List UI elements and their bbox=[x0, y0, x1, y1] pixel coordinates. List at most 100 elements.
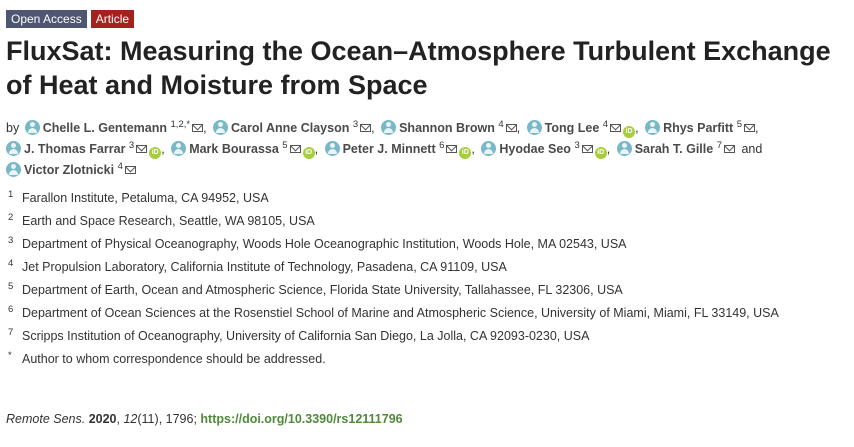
author-name-link[interactable]: Chelle L. Gentemann bbox=[42, 121, 168, 135]
author-affiliation-sup: 3 bbox=[574, 139, 580, 151]
author-affiliation-sup: 5 bbox=[282, 139, 288, 151]
author-separator: , bbox=[161, 142, 165, 156]
author-affiliation-sup: 1,2,* bbox=[170, 118, 191, 130]
author-name-link[interactable]: Peter J. Minnett bbox=[342, 142, 436, 156]
author-entry: Victor Zlotnicki 4 bbox=[6, 160, 136, 177]
mail-icon[interactable] bbox=[360, 124, 372, 132]
person-icon[interactable] bbox=[6, 141, 21, 156]
article-title: FluxSat: Measuring the Ocean–Atmosphere … bbox=[6, 36, 831, 100]
person-icon[interactable] bbox=[481, 141, 497, 156]
author-name-link[interactable]: Victor Zlotnicki bbox=[24, 163, 115, 177]
citation-year: 2020 bbox=[88, 412, 117, 426]
affiliation-text: Scripps Institution of Oceanography, Uni… bbox=[22, 329, 590, 343]
person-icon[interactable] bbox=[24, 120, 40, 135]
affiliation-number: 2 bbox=[8, 212, 14, 223]
affiliation-item: 7 Scripps Institution of Oceanography, Un… bbox=[6, 327, 846, 344]
author-separator: , bbox=[471, 142, 475, 156]
affiliation-item: 1 Farallon Institute, Petaluma, CA 94952,… bbox=[6, 189, 846, 206]
open-access-badge[interactable]: Open Access bbox=[6, 10, 87, 28]
mail-icon[interactable] bbox=[581, 145, 593, 153]
mail-icon[interactable] bbox=[124, 166, 136, 174]
author-affiliation-sup: 4 bbox=[602, 118, 609, 130]
author-name-link[interactable]: Hyodae Seo bbox=[499, 142, 571, 156]
affiliation-item: 3 Department of Physical Oceanography, Wo… bbox=[6, 235, 846, 252]
affiliation-number: 5 bbox=[8, 281, 14, 292]
person-icon[interactable] bbox=[381, 120, 397, 135]
author-name-link[interactable]: Carol Anne Clayson bbox=[231, 121, 350, 135]
orcid-icon[interactable]: iD bbox=[594, 147, 607, 159]
mail-icon[interactable] bbox=[446, 145, 458, 153]
affiliation-number: * bbox=[8, 350, 12, 361]
author-affiliation-sup: 3 bbox=[128, 139, 135, 151]
affiliation-text: Earth and Space Research, Seattle, WA 98… bbox=[22, 214, 315, 228]
affiliation-number: 1 bbox=[8, 189, 14, 200]
affiliation-item: 2 Earth and Space Research, Seattle, WA 9… bbox=[6, 212, 846, 229]
affiliation-item: 4 Jet Propulsion Laboratory, California I… bbox=[6, 258, 846, 275]
citation-pages: , 1796; bbox=[158, 412, 197, 426]
person-icon[interactable] bbox=[171, 141, 187, 156]
author-name-link[interactable]: J. Thomas Farrar bbox=[24, 142, 126, 156]
author-affiliation-sup: 7 bbox=[716, 139, 722, 151]
author-entry: Hyodae Seo 3 iD bbox=[481, 139, 607, 159]
author-affiliation-sup: 4 bbox=[498, 118, 504, 130]
affiliation-number: 4 bbox=[8, 258, 14, 269]
affiliation-list: 1 Farallon Institute, Petaluma, CA 94952,… bbox=[6, 189, 846, 374]
article-type-badge[interactable]: Article bbox=[90, 10, 135, 28]
author-separator: , bbox=[371, 121, 375, 135]
author-affiliation-sup: 4 bbox=[117, 160, 123, 172]
affiliation-item: * Author to whom correspondence should be… bbox=[6, 350, 846, 367]
author-separator: , bbox=[755, 121, 759, 135]
author-separator: , bbox=[203, 121, 207, 135]
person-icon[interactable] bbox=[526, 120, 542, 135]
affiliation-item: 5 Department of Earth, Ocean and Atmosphe… bbox=[6, 281, 846, 298]
author-name-link[interactable]: Sarah T. Gille bbox=[634, 142, 714, 156]
orcid-icon[interactable]: iD bbox=[149, 147, 162, 159]
orcid-icon[interactable]: iD bbox=[459, 147, 472, 159]
author-name-link[interactable]: Shannon Brown bbox=[399, 121, 495, 135]
mail-icon[interactable] bbox=[724, 145, 735, 153]
person-icon[interactable] bbox=[6, 162, 21, 177]
author-list: by Chelle L. Gentemann 1,2,*, Carol Anne… bbox=[6, 118, 846, 181]
author-separator: , bbox=[314, 142, 319, 156]
authors-by-label: by bbox=[6, 121, 20, 135]
author-entry: Chelle L. Gentemann 1,2,* bbox=[24, 118, 204, 135]
author-entry: Tong Lee 4 iD bbox=[526, 118, 636, 138]
citation: Remote Sens. 2020, 12(11), 1796; https:/… bbox=[6, 412, 403, 426]
author-entry: Rhys Parfitt 5 bbox=[645, 120, 755, 135]
person-icon[interactable] bbox=[616, 141, 632, 156]
mail-icon[interactable] bbox=[505, 124, 517, 132]
mail-icon[interactable] bbox=[192, 124, 204, 132]
author-name-link[interactable]: Tong Lee bbox=[544, 121, 600, 135]
author-affiliation-sup: 3 bbox=[352, 118, 359, 130]
author-name-link[interactable]: Mark Bourassa bbox=[189, 142, 279, 156]
citation-volume: 12 bbox=[123, 412, 138, 426]
affiliation-text: Department of Ocean Sciences at the Rose… bbox=[22, 306, 779, 320]
author-entry: Shannon Brown 4 bbox=[381, 118, 517, 135]
author-entry: Mark Bourassa 5 iD bbox=[171, 139, 315, 159]
person-icon[interactable] bbox=[213, 120, 229, 135]
article-badges: Open Access Article bbox=[6, 10, 135, 28]
affiliation-number: 3 bbox=[8, 235, 14, 246]
affiliation-text: Farallon Institute, Petaluma, CA 94952, … bbox=[22, 191, 269, 205]
citation-doi-link[interactable]: https://doi.org/10.3390/rs12111796 bbox=[200, 412, 403, 426]
affiliation-item: 6 Department of Ocean Sciences at the Ros… bbox=[6, 304, 846, 321]
affiliation-text: Author to whom correspondence should be … bbox=[22, 352, 326, 366]
author-entry: J. Thomas Farrar 3 iD bbox=[6, 139, 162, 159]
orcid-icon[interactable]: iD bbox=[302, 147, 315, 159]
affiliation-text: Department of Earth, Ocean and Atmospher… bbox=[22, 283, 623, 297]
mail-icon[interactable] bbox=[610, 124, 622, 132]
author-entry: Peter J. Minnett 6 iD bbox=[324, 141, 472, 159]
mail-icon[interactable] bbox=[744, 124, 755, 132]
author-entry: Sarah T. Gille 7 bbox=[616, 139, 735, 156]
author-name-link[interactable]: Rhys Parfitt bbox=[663, 121, 734, 135]
person-icon[interactable] bbox=[324, 141, 340, 156]
affiliation-number: 7 bbox=[8, 327, 14, 338]
author-and: and bbox=[741, 142, 763, 156]
orcid-icon[interactable]: iD bbox=[623, 126, 636, 138]
affiliation-number: 6 bbox=[8, 304, 14, 315]
person-icon[interactable] bbox=[645, 120, 661, 135]
mail-icon[interactable] bbox=[136, 145, 148, 153]
author-entry: Carol Anne Clayson 3 bbox=[213, 118, 372, 135]
mail-icon[interactable] bbox=[289, 145, 301, 153]
affiliation-text: Jet Propulsion Laboratory, California In… bbox=[22, 260, 507, 274]
